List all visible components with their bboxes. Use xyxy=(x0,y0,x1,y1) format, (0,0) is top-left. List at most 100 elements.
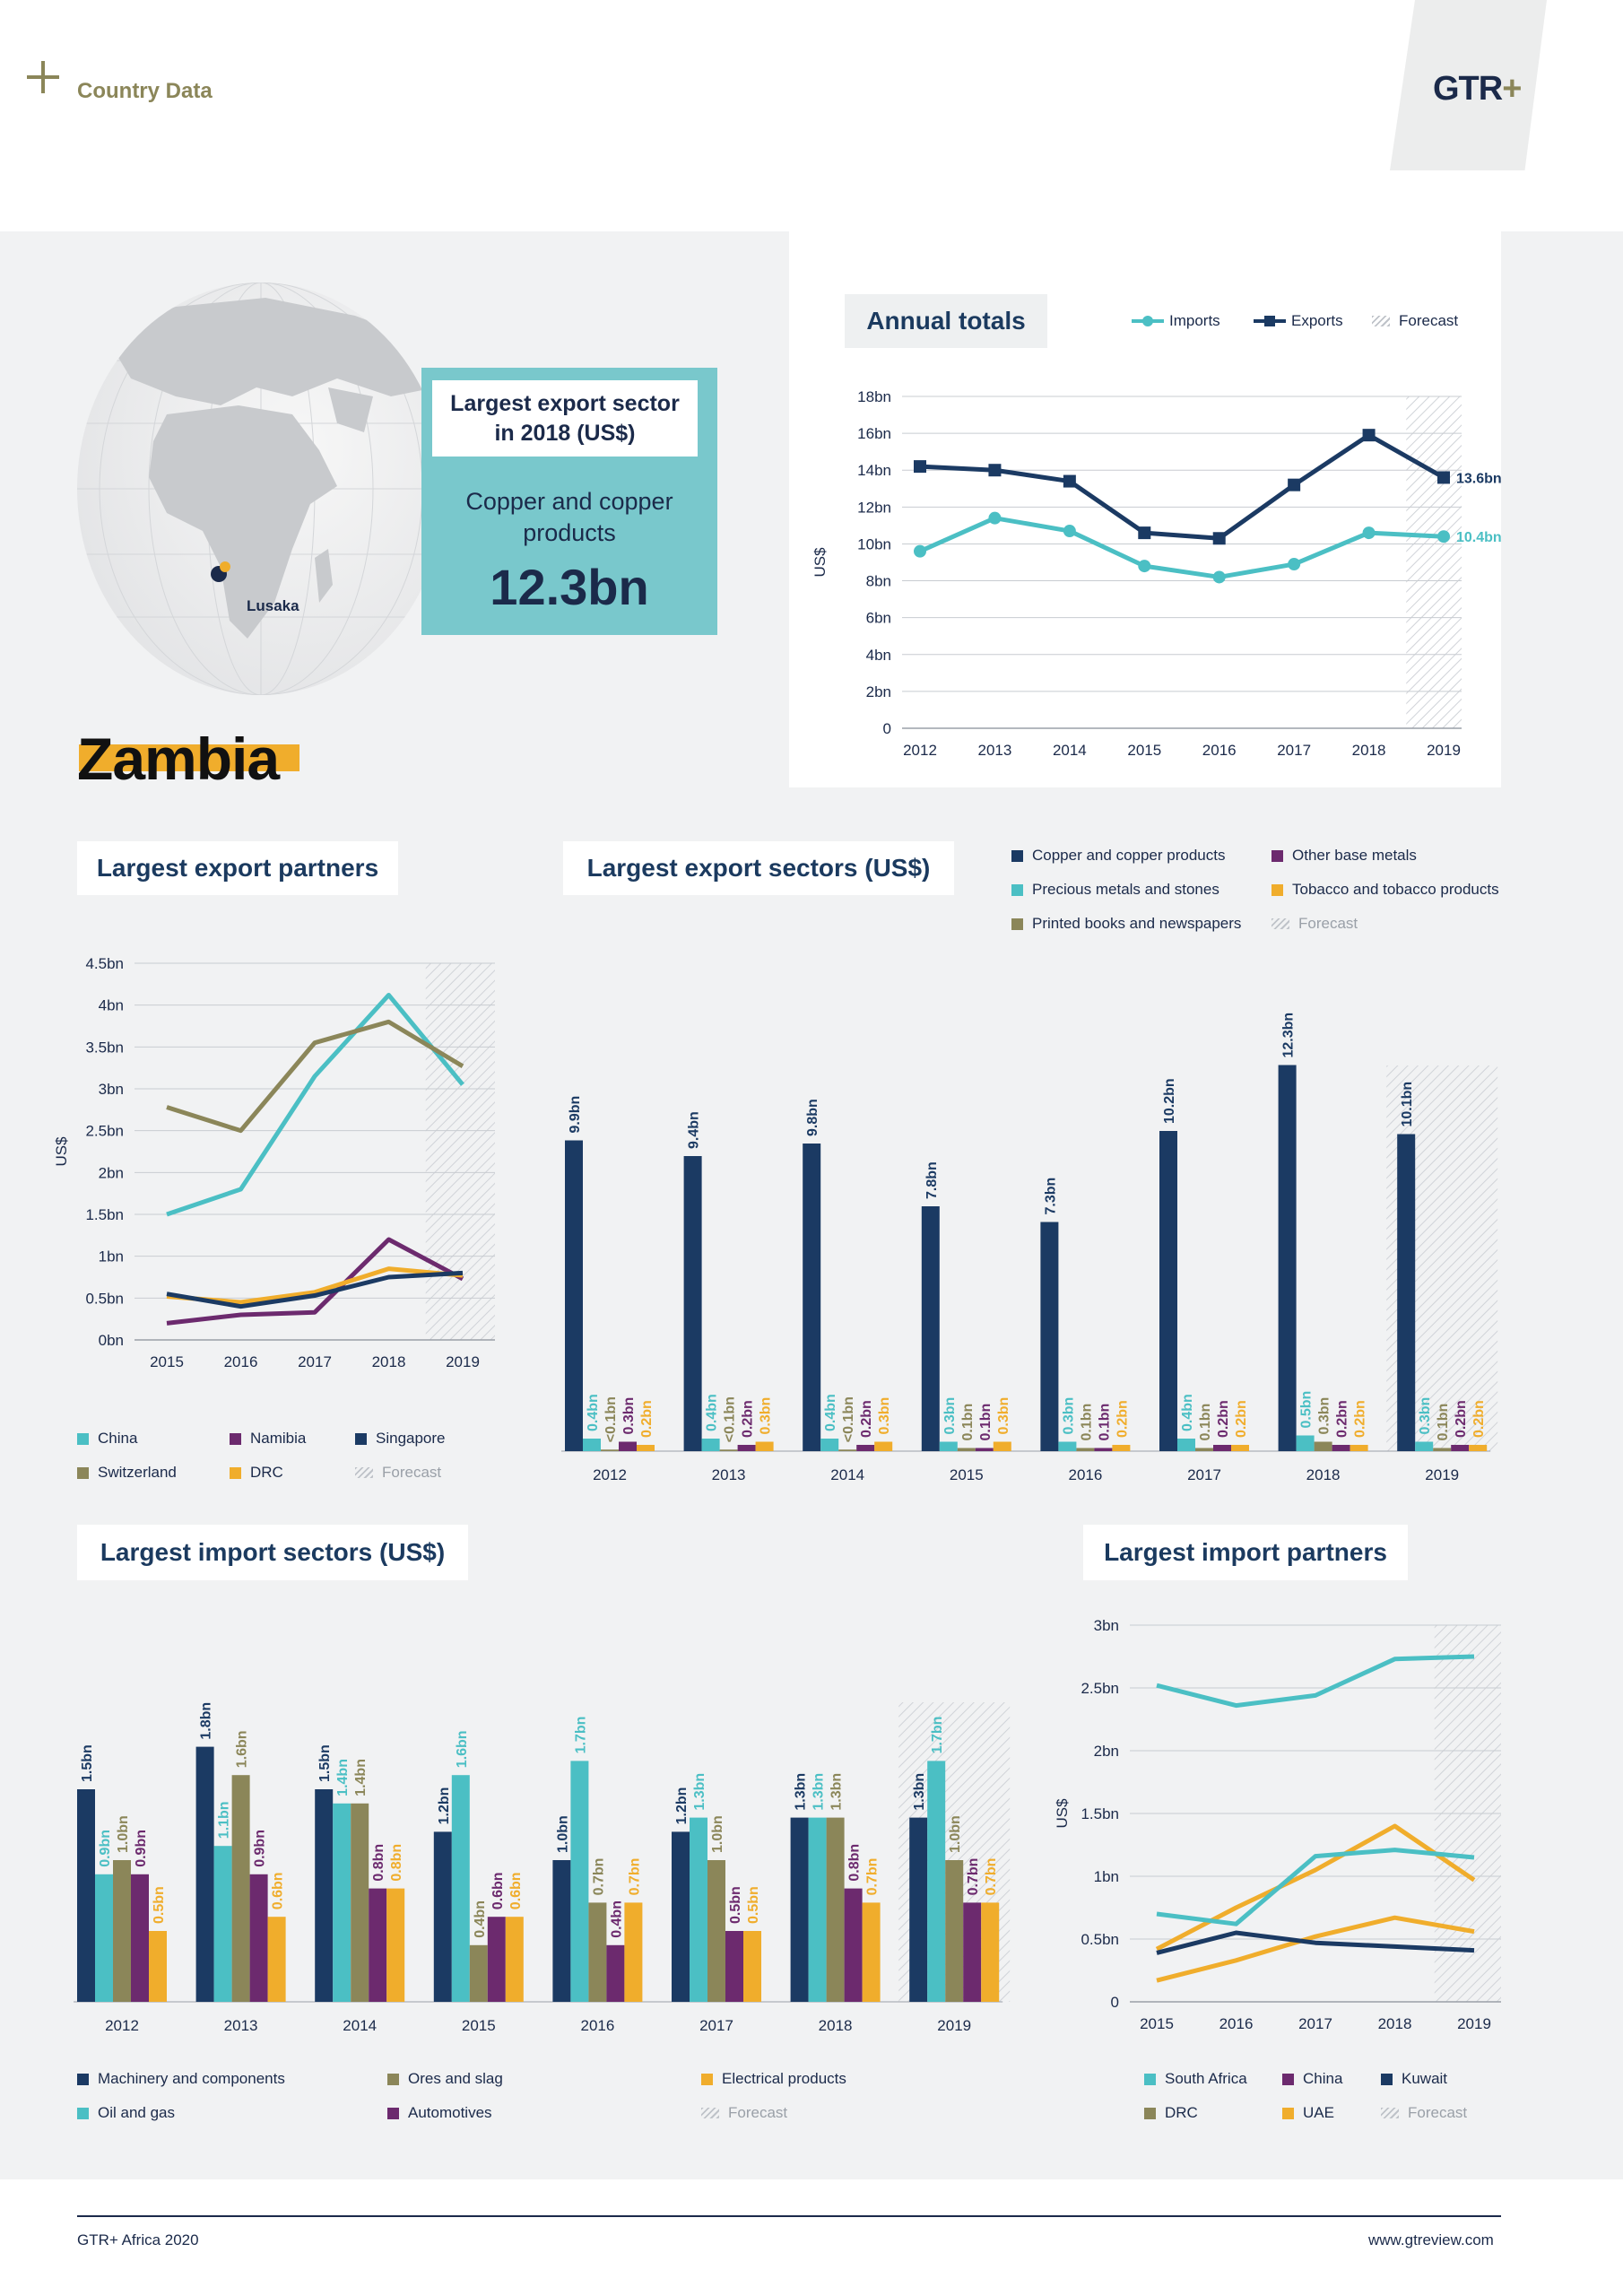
annual-legend-exports: Exports xyxy=(1254,312,1343,330)
bar-electrical-products xyxy=(981,1902,1000,2002)
data-label: 10.1bn xyxy=(1400,1082,1415,1127)
forecast-hatch-icon xyxy=(1271,918,1289,929)
data-label: 9.4bn xyxy=(687,1111,702,1149)
data-point xyxy=(1288,558,1301,571)
legend-item: Tobacco and tobacco products xyxy=(1271,881,1499,899)
legend-swatch xyxy=(1011,918,1023,930)
data-label: 0.5bn xyxy=(746,1886,761,1924)
legend-label: Tobacco and tobacco products xyxy=(1292,881,1499,898)
imports-line-icon xyxy=(1132,316,1164,326)
bar-oil-and-gas xyxy=(570,1761,589,2002)
data-label: 0.7bn xyxy=(591,1858,606,1896)
data-label: 1.1bn xyxy=(217,1801,232,1839)
data-label: 1.0bn xyxy=(555,1815,570,1853)
x-tick-label: 2019 xyxy=(1427,742,1461,759)
bar-printed-books-and-newspapers xyxy=(838,1449,857,1451)
legend-item: DRC xyxy=(1144,2104,1198,2122)
data-label: 0.1bn xyxy=(1097,1404,1112,1441)
bar-printed-books-and-newspapers xyxy=(1433,1448,1452,1451)
data-label: 0.3bn xyxy=(621,1397,637,1435)
data-label: 0.7bn xyxy=(966,1858,981,1896)
legend-label: Namibia xyxy=(250,1430,307,1447)
legend-label: Other base metals xyxy=(1292,847,1417,864)
bar-tobacco-and-tobacco-products xyxy=(1112,1445,1131,1451)
bar-automotives xyxy=(487,1917,506,2002)
footer-link[interactable]: www.gtreview.com xyxy=(1368,2231,1494,2248)
legend-item: UAE xyxy=(1282,2104,1334,2122)
legend-swatch xyxy=(355,1432,367,1445)
forecast-region xyxy=(1406,396,1462,728)
series-line-exports xyxy=(919,432,1445,541)
y-tick-label: 18bn xyxy=(857,388,891,405)
legend-swatch xyxy=(1011,883,1023,896)
forecast-hatch-icon xyxy=(355,1467,373,1478)
y-tick-label: 2bn xyxy=(1094,1743,1119,1760)
data-point xyxy=(1063,525,1076,538)
bar-printed-books-and-newspapers xyxy=(719,1449,738,1451)
legend-label: China xyxy=(1303,2070,1343,2087)
bar-automotives xyxy=(606,1944,625,2002)
legend-item: Namibia xyxy=(230,1430,306,1448)
x-tick-label: 2013 xyxy=(712,1466,746,1483)
legend-label: Exports xyxy=(1291,312,1343,329)
data-label: 1.8bn xyxy=(199,1702,214,1740)
data-label: 0.4bn xyxy=(823,1394,838,1431)
legend-item: Kuwait xyxy=(1381,2070,1447,2088)
legend-swatch xyxy=(701,2073,713,2085)
x-tick-label: 2012 xyxy=(105,2017,139,2034)
plus-icon xyxy=(27,61,59,93)
legend-label: Precious metals and stones xyxy=(1032,881,1219,898)
data-label: 0.3bn xyxy=(877,1397,892,1435)
forecast-hatch-icon xyxy=(1372,316,1390,326)
import-partners-title: Largest import partners xyxy=(1083,1525,1408,1580)
bar-precious-metals-and-stones xyxy=(1058,1441,1077,1451)
y-axis-label: US$ xyxy=(812,547,829,578)
data-label: 1.3bn xyxy=(829,1773,845,1811)
globe-map xyxy=(77,283,445,695)
x-tick-label: 2015 xyxy=(950,1466,984,1483)
legend-swatch xyxy=(230,1466,241,1479)
bar-machinery-and-components xyxy=(77,1789,95,2002)
bar-other-base-metals xyxy=(1451,1445,1470,1451)
forecast-hatch-icon xyxy=(701,2108,719,2118)
legend-item: Electrical products xyxy=(701,2070,846,2088)
y-axis-label: US$ xyxy=(1054,1798,1071,1829)
legend-swatch xyxy=(77,2107,89,2119)
legend-label: Forecast xyxy=(1399,312,1459,329)
callout-value: 12.3bn xyxy=(490,559,649,615)
legend-label: Copper and copper products xyxy=(1032,847,1226,864)
data-point xyxy=(1362,526,1376,540)
x-tick-label: 2015 xyxy=(1127,742,1161,759)
data-point xyxy=(1212,532,1226,545)
bar-other-base-metals xyxy=(1213,1445,1231,1451)
legend-swatch xyxy=(77,2073,89,2085)
bar-oil-and-gas xyxy=(213,1846,232,2002)
data-label: <0.1bn xyxy=(841,1396,856,1442)
legend-swatch xyxy=(230,1432,241,1445)
x-tick-label: 2014 xyxy=(343,2017,377,2034)
legend-item: Switzerland xyxy=(77,1464,177,1482)
y-tick-label: 0.5bn xyxy=(85,1290,124,1307)
legend-swatch xyxy=(387,2107,399,2119)
x-tick-label: 2015 xyxy=(462,2017,496,2034)
bar-electrical-products xyxy=(149,1931,167,2002)
bar-electrical-products xyxy=(624,1902,643,2002)
x-tick-label: 2015 xyxy=(1140,2015,1174,2032)
data-point xyxy=(1288,478,1301,491)
bar-machinery-and-components xyxy=(315,1789,334,2002)
data-label: 1.6bn xyxy=(235,1730,250,1768)
data-label: 0.1bn xyxy=(1436,1404,1451,1441)
x-tick-label: 2014 xyxy=(1053,742,1087,759)
y-tick-label: 1bn xyxy=(99,1248,124,1265)
x-tick-label: 2017 xyxy=(1187,1466,1221,1483)
legend-label: DRC xyxy=(250,1464,283,1481)
y-tick-label: 12bn xyxy=(857,499,891,516)
bar-oil-and-gas xyxy=(927,1761,946,2002)
bar-printed-books-and-newspapers xyxy=(1195,1448,1213,1451)
y-tick-label: 2bn xyxy=(99,1164,124,1181)
bar-precious-metals-and-stones xyxy=(939,1441,958,1451)
forecast-hatch-icon xyxy=(1381,2108,1399,2118)
bar-other-base-metals xyxy=(737,1445,756,1451)
